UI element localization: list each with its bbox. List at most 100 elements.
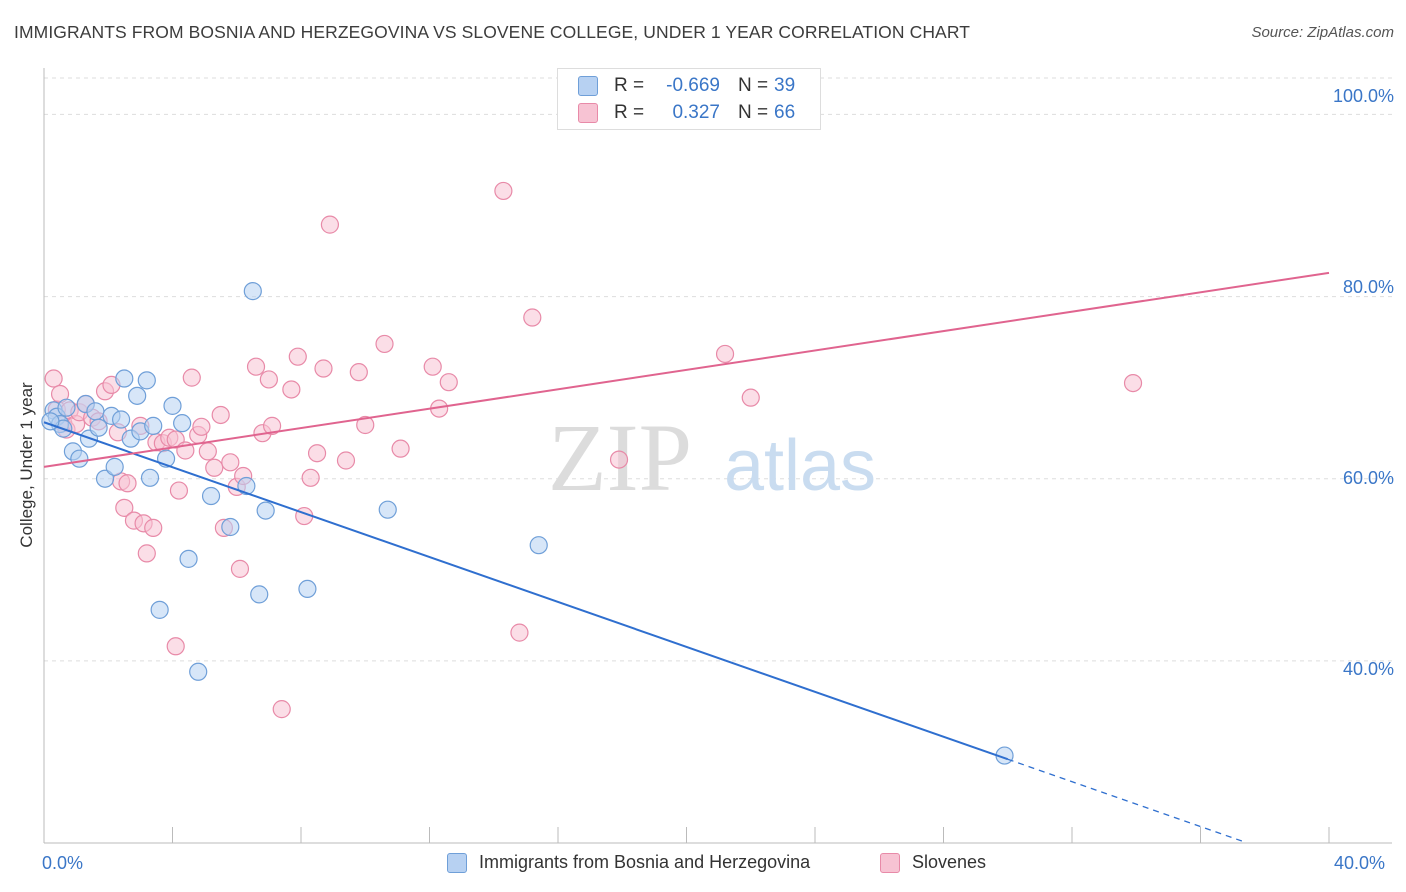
slovenes-point xyxy=(144,518,163,537)
slovenes-point xyxy=(205,458,224,477)
slovenes-point xyxy=(741,388,760,407)
bosnia-point xyxy=(111,410,131,429)
slovenes-point xyxy=(320,215,340,234)
bosnia-point xyxy=(144,416,163,435)
bottom-legend-bosnia: Immigrants from Bosnia and Herzegovina xyxy=(447,852,810,873)
bottom-legend-swatch-pink xyxy=(880,852,900,873)
slovenes-point xyxy=(282,380,301,399)
slovenes-point xyxy=(423,357,442,376)
bottom-legend-label: Slovenes xyxy=(912,852,987,872)
bosnia-trend-line xyxy=(43,421,1009,761)
slovenes-point xyxy=(118,474,137,493)
slovenes-point xyxy=(609,450,629,469)
slovenes-point xyxy=(230,559,250,578)
slovenes-point xyxy=(115,498,134,517)
slovenes-point xyxy=(288,347,307,366)
slovenes-trend-line xyxy=(43,271,1330,468)
y-tick-label-80: 80.0% xyxy=(1342,277,1394,297)
bosnia-point xyxy=(237,476,256,496)
bosnia-point xyxy=(378,500,397,519)
axes-layer xyxy=(43,68,1392,844)
slovenes-point xyxy=(336,451,356,470)
bosnia-point xyxy=(57,398,76,417)
legend-r-value: -0.669 xyxy=(666,75,720,96)
bosnia-point xyxy=(250,585,269,604)
slovenes-point xyxy=(166,637,185,656)
bottom-legend-slovenes: Slovenes xyxy=(880,852,986,873)
chart-title: IMMIGRANTS FROM BOSNIA AND HERZEGOVINA V… xyxy=(14,22,971,42)
legend-row-slovenes: R = 0.327 N = 66 xyxy=(578,100,795,126)
bosnia-point xyxy=(140,468,160,487)
slovenes-point xyxy=(356,415,375,435)
x-tick-label-max: 40.0% xyxy=(1334,853,1386,873)
bosnia-point xyxy=(150,600,169,619)
stats-legend: R = -0.669 N = 39 R = 0.327 N = 66 xyxy=(557,68,821,130)
legend-r-value: 0.327 xyxy=(672,102,720,123)
watermark-atlas: atlas xyxy=(724,426,876,506)
y-tick-label-100: 100.0% xyxy=(1332,86,1394,106)
slovenes-point xyxy=(259,370,278,389)
legend-swatch-blue xyxy=(578,76,598,96)
bosnia-point xyxy=(243,282,262,301)
slovenes-point xyxy=(211,405,230,425)
slovenes-point xyxy=(221,453,240,472)
bosnia-point xyxy=(95,469,115,488)
bosnia-point xyxy=(163,396,182,415)
bosnia-point xyxy=(86,402,105,421)
bosnia-trend-extension xyxy=(1007,758,1243,842)
slovenes-point xyxy=(192,417,211,436)
slovenes-point xyxy=(307,444,327,463)
bosnia-point xyxy=(89,418,108,437)
slovenes-point xyxy=(1123,373,1143,393)
bosnia-point xyxy=(298,579,317,599)
legend-r-label: R = xyxy=(614,102,645,123)
slovenes-point xyxy=(272,700,291,719)
slovenes-point xyxy=(301,468,320,487)
slovenes-point xyxy=(137,544,156,563)
slovenes-point xyxy=(510,623,529,642)
slovenes-point xyxy=(494,181,513,201)
slovenes-point xyxy=(523,308,542,327)
slovenes-point xyxy=(262,416,282,435)
legend-n-label: N = xyxy=(738,102,769,123)
bosnia-point xyxy=(529,536,548,555)
y-tick-label-40: 40.0% xyxy=(1342,659,1394,679)
bosnia-point xyxy=(70,449,89,468)
slovenes-point xyxy=(391,439,410,458)
slovenes-point xyxy=(715,344,735,364)
slovenes-point xyxy=(349,363,368,382)
slovenes-point xyxy=(182,368,201,387)
source-note: Source: ZipAtlas.com xyxy=(1251,24,1394,41)
legend-n-value: 39 xyxy=(774,75,796,96)
bosnia-point xyxy=(201,486,221,506)
bosnia-points xyxy=(41,282,1014,765)
bosnia-point xyxy=(256,501,275,520)
y-axis-label: College, Under 1 year xyxy=(17,382,36,548)
trend-lines xyxy=(43,271,1330,842)
bosnia-point xyxy=(115,369,134,388)
bosnia-point xyxy=(179,549,198,568)
legend-n-label: N = xyxy=(738,75,769,96)
legend-n-value: 66 xyxy=(774,102,796,123)
legend-swatch-pink xyxy=(578,103,598,123)
bottom-legend-label: Immigrants from Bosnia and Herzegovina xyxy=(479,852,811,872)
slovenes-point xyxy=(439,373,458,392)
bottom-legend-swatch-blue xyxy=(447,852,467,873)
x-tick-label-min: 0.0% xyxy=(42,853,84,873)
bosnia-point xyxy=(173,414,192,433)
bosnia-point xyxy=(128,386,147,405)
bosnia-point xyxy=(189,662,208,681)
legend-row-bosnia: R = -0.669 N = 39 xyxy=(578,73,795,99)
bosnia-point xyxy=(105,457,124,476)
slovenes-point xyxy=(314,359,333,378)
slovenes-point xyxy=(44,369,63,388)
slovenes-point xyxy=(198,442,217,461)
watermark: ZIP atlas xyxy=(548,404,876,511)
slovenes-point xyxy=(246,357,266,376)
slovenes-point xyxy=(375,334,394,354)
slovenes-point xyxy=(169,481,189,500)
y-tick-label-60: 60.0% xyxy=(1342,468,1394,488)
legend-r-label: R = xyxy=(614,75,645,96)
bosnia-point xyxy=(221,517,240,537)
